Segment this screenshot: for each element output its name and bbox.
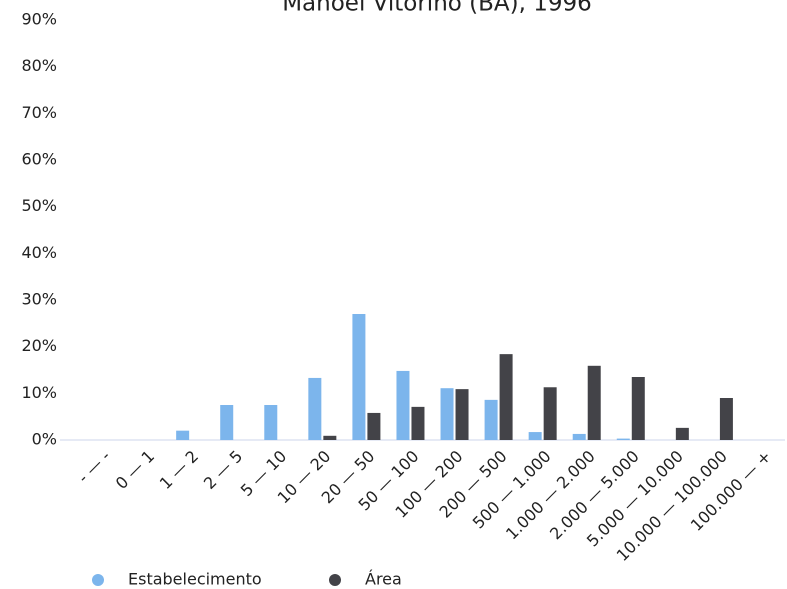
legend-label: Área	[365, 570, 402, 589]
bar	[323, 435, 337, 440]
bar	[484, 399, 498, 440]
bar	[616, 438, 630, 440]
bar	[440, 388, 454, 440]
bar	[176, 430, 190, 440]
bar	[220, 405, 234, 440]
legend-label: Estabelecimento	[128, 570, 262, 589]
bar	[352, 314, 366, 440]
bar	[411, 406, 425, 440]
bar	[396, 370, 410, 440]
bar	[528, 432, 542, 440]
legend-marker	[92, 574, 104, 586]
bar	[572, 433, 586, 440]
bar	[367, 412, 381, 440]
y-tick-label: 40%	[21, 243, 57, 262]
bar	[719, 398, 733, 440]
y-tick-label: 30%	[21, 290, 57, 309]
y-tick-label: 60%	[21, 150, 57, 169]
x-tick-label: 0 — 1	[112, 447, 158, 493]
y-tick-label: 90%	[21, 10, 57, 29]
y-tick-label: 50%	[21, 196, 57, 215]
y-tick-label: 80%	[21, 56, 57, 75]
bar	[455, 389, 469, 440]
bar	[543, 387, 557, 440]
bar	[587, 365, 601, 440]
bar	[264, 405, 278, 440]
bar	[631, 377, 645, 440]
chart-title: Manoel Vitorino (BA), 1996	[282, 0, 592, 17]
x-tick-label: - — -	[74, 447, 114, 487]
x-tick-label: 1 — 2	[156, 447, 202, 493]
y-tick-label: 70%	[21, 103, 57, 122]
bar	[675, 427, 689, 440]
bar	[499, 354, 513, 440]
legend-marker	[329, 574, 341, 586]
y-tick-label: 20%	[21, 336, 57, 355]
bar	[308, 377, 322, 440]
y-tick-label: 10%	[21, 383, 57, 402]
y-tick-label: 0%	[32, 430, 57, 449]
